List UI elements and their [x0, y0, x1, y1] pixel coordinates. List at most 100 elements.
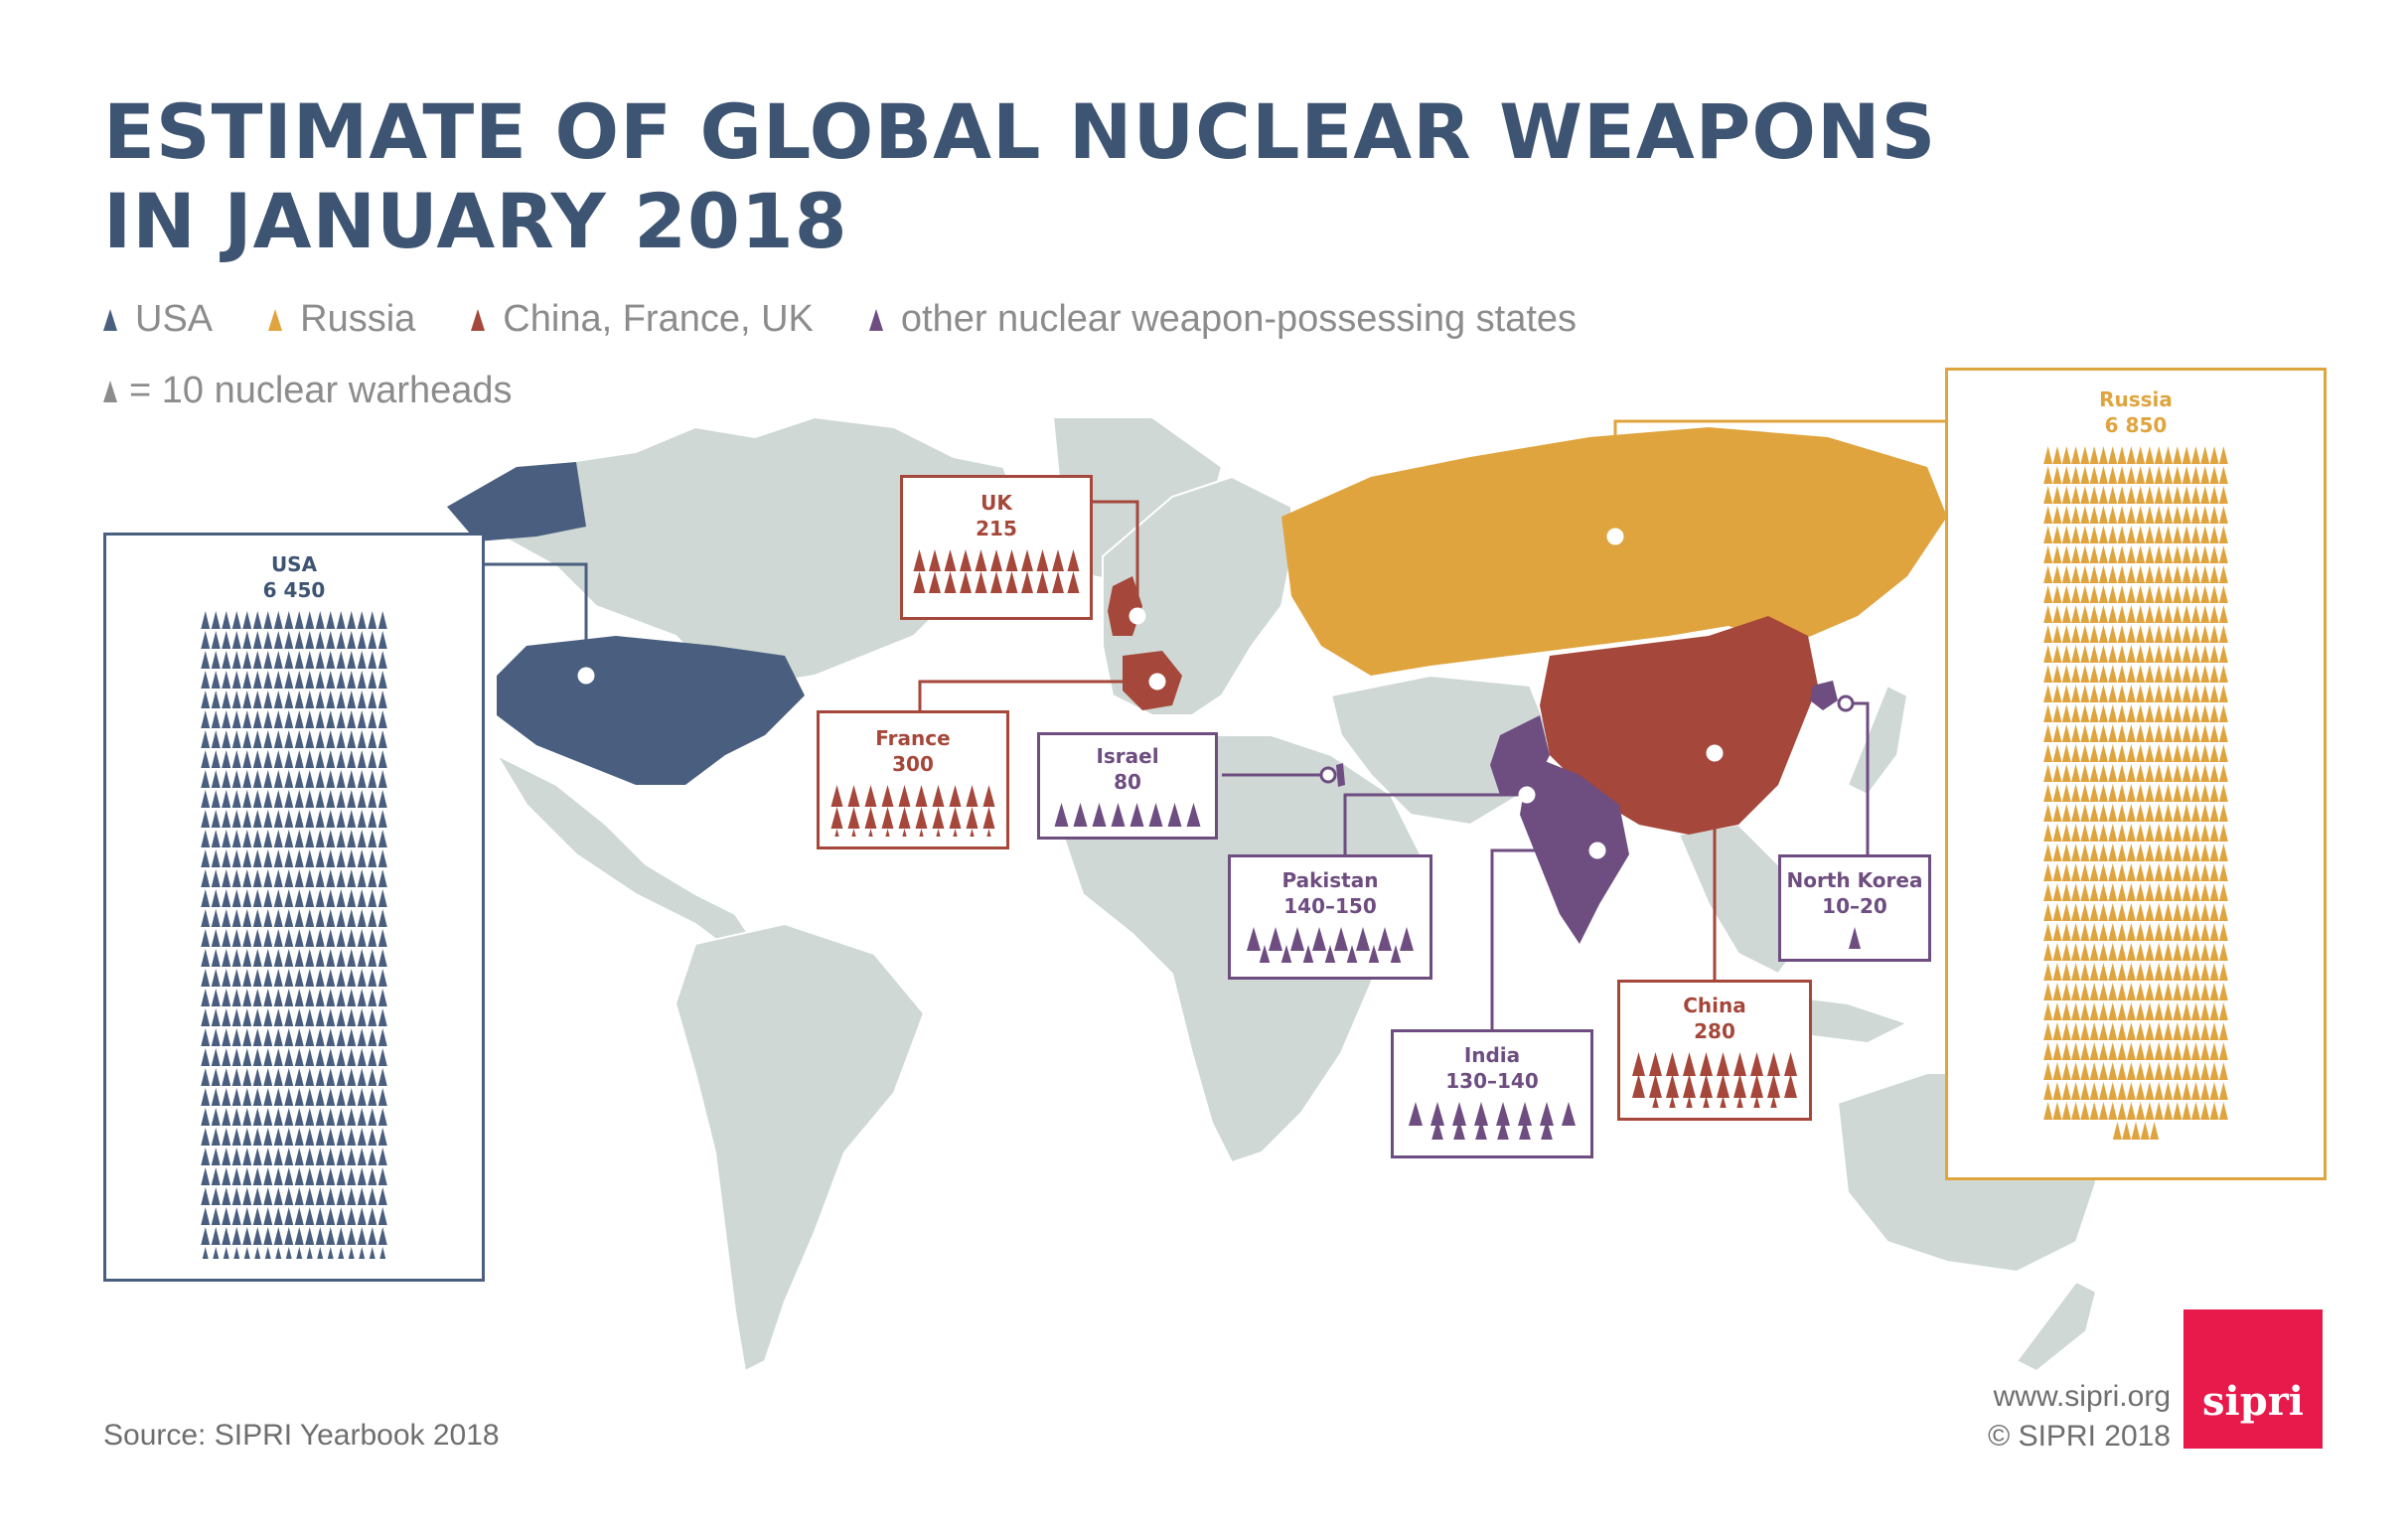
russia-warhead-icon	[2136, 1082, 2146, 1100]
russia-warhead-icon	[2200, 844, 2210, 861]
russia-warhead-icon	[2080, 804, 2090, 822]
usa-warhead-icon	[347, 1247, 357, 1265]
israel-warhead-icons	[1054, 803, 1201, 827]
usa-warhead-icon	[347, 730, 357, 748]
russia-warhead-icon	[2052, 645, 2062, 663]
china-warhead-icon	[1632, 1052, 1645, 1076]
usa-warhead-icon	[231, 949, 241, 967]
russia-warhead-icon	[2080, 824, 2090, 842]
uk-warhead-icon	[1005, 549, 1018, 571]
russia-warhead-icon	[2145, 704, 2155, 722]
russia-warhead-icon	[2209, 446, 2219, 464]
usa-warhead-icon	[263, 631, 273, 649]
russia-warhead-icon	[2190, 625, 2200, 643]
usa-warhead-icon	[242, 750, 252, 768]
russia-warhead-icon	[2089, 1082, 2099, 1100]
russia-warhead-icon	[2043, 943, 2053, 961]
russia-warhead-icon	[2209, 685, 2219, 702]
uk-warhead-icon	[1036, 549, 1049, 571]
usa-warhead-icon	[368, 710, 377, 728]
usa-warhead-icon	[336, 790, 346, 808]
russia-warhead-icon	[2218, 1022, 2228, 1040]
russia-warhead-icon	[2043, 824, 2053, 842]
russia-warhead-icon	[2126, 1022, 2136, 1040]
russia-warhead-icon	[2136, 1062, 2146, 1080]
russia-warhead-icon	[2098, 883, 2108, 901]
usa-warhead-icon	[326, 1068, 336, 1086]
russia-warhead-icon	[2218, 744, 2228, 762]
usa-warhead-icon	[294, 730, 304, 748]
connector-dots	[577, 528, 1855, 859]
israel-warhead-icon	[1167, 803, 1182, 827]
country-alaska	[447, 462, 586, 541]
france-warhead-icon	[864, 829, 877, 850]
usa-warhead-icon	[357, 909, 367, 927]
russia-warhead-icon	[2108, 625, 2118, 643]
russia-warhead-icon	[2190, 863, 2200, 881]
usa-warhead-icon	[242, 1088, 252, 1106]
russia-warhead-icon	[2098, 585, 2108, 603]
russia-warhead-icon	[2043, 883, 2053, 901]
russia-warhead-icon	[2080, 526, 2090, 543]
russia-warhead-icon	[2154, 545, 2164, 563]
website-link[interactable]: www.sipri.org	[1993, 1380, 2171, 1413]
russia-warhead-icon	[2043, 1082, 2053, 1100]
usa-warhead-icon	[294, 1247, 304, 1265]
russia-warhead-icon	[2209, 526, 2219, 543]
usa-warhead-icon	[326, 1088, 336, 1106]
russia-warhead-icon	[2098, 446, 2108, 464]
russia-warhead-icon	[2052, 605, 2062, 623]
russia-warhead-icon	[2043, 764, 2053, 782]
russia-warhead-icon	[2164, 486, 2174, 504]
india-warhead-icon	[1496, 1102, 1510, 1126]
russia-warhead-icon	[2080, 704, 2090, 722]
russia-warhead-icon	[2173, 1042, 2182, 1060]
usa-warhead-icon	[347, 1108, 357, 1126]
usa-warhead-icon	[357, 889, 367, 907]
russia-warhead-icon	[2200, 486, 2210, 504]
russia-warhead-icon	[2108, 724, 2118, 742]
usa-warhead-icon	[201, 1207, 211, 1225]
cfu-warhead-icon	[471, 308, 486, 331]
usa-warhead-icon	[305, 889, 315, 907]
usa-warhead-icon	[305, 1088, 315, 1106]
usa-warhead-icon	[201, 1088, 211, 1106]
russia-warhead-icon	[2218, 724, 2228, 742]
russia-warhead-icon	[2190, 903, 2200, 921]
russia-warhead-icon	[2164, 585, 2174, 603]
russia-warhead-icon	[2218, 506, 2228, 524]
russia-warhead-icon	[2052, 764, 2062, 782]
usa-warhead-icon	[252, 949, 262, 967]
russia-warhead-icon	[2071, 486, 2081, 504]
russia-warhead-icon	[2154, 724, 2164, 742]
russia-warhead-icon	[2052, 1022, 2062, 1040]
russia-warhead-icon	[2089, 724, 2099, 742]
usa-warhead-icon	[211, 889, 221, 907]
russia-warhead-icon	[2145, 1082, 2155, 1100]
pakistan-warhead-icon	[1334, 927, 1348, 951]
russia-warhead-icon	[2061, 963, 2071, 981]
connector-uk	[1093, 500, 1139, 616]
russia-warhead-icon	[2218, 804, 2228, 822]
usa-warhead-icon	[231, 1028, 241, 1046]
usa-warhead-icon	[315, 909, 325, 927]
usa-warhead-icon	[305, 1167, 315, 1185]
usa-warhead-icon	[357, 1148, 367, 1165]
russia-warhead-icon	[2173, 1022, 2182, 1040]
russia-warhead-icon	[2190, 585, 2200, 603]
russia-warhead-icon	[2145, 1102, 2155, 1120]
russia-warhead-icon	[2108, 704, 2118, 722]
north-korea-warhead-icons	[1849, 927, 1861, 949]
usa-warhead-icon	[263, 1247, 273, 1265]
usa-warhead-icon	[201, 1068, 211, 1086]
usa-warhead-icon	[284, 810, 294, 828]
usa-warhead-icon	[201, 611, 211, 629]
usa-warhead-icon	[211, 691, 221, 708]
russia-warhead-icon	[2154, 1062, 2164, 1080]
russia-warhead-icon	[2089, 1002, 2099, 1020]
usa-warhead-icon	[336, 1148, 346, 1165]
usa-warhead-icon	[201, 1128, 211, 1146]
usa-warhead-icon	[273, 1008, 283, 1026]
russia-warhead-icon	[2173, 545, 2182, 563]
france-warhead-icon	[915, 829, 928, 850]
